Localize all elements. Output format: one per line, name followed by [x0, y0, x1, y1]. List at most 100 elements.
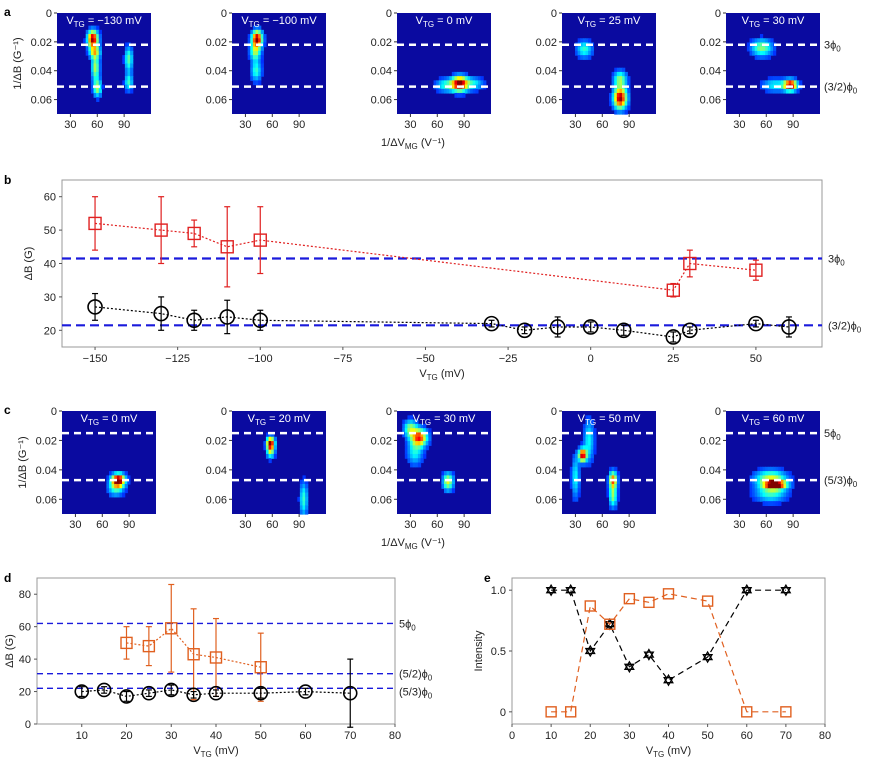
heatmap-cell	[404, 432, 409, 438]
heatmap-background	[232, 411, 326, 514]
heatmap-cell	[407, 445, 411, 451]
heatmap-cell	[616, 109, 621, 115]
heatmap-cell	[451, 76, 456, 81]
x-tick-label: 70	[780, 730, 792, 742]
heatmap-cell	[588, 458, 592, 464]
label-subscript: TG	[653, 750, 664, 759]
heatmap-cell	[410, 423, 414, 429]
heatmap-cell	[754, 55, 758, 60]
heatmap-cell	[420, 441, 424, 446]
heatmap-cell	[770, 46, 774, 52]
data-point	[187, 226, 201, 241]
heatmap-cell	[90, 38, 95, 44]
heatmap-cell	[572, 492, 576, 498]
heatmap-cell	[438, 84, 442, 90]
dash-label-2: (3/2)ϕ0	[824, 82, 858, 96]
label-subscript: TG	[249, 20, 260, 29]
heatmap-cell	[423, 423, 427, 429]
heatmap-c-4: VTG = 50 mV 0 0.02 0.04 0.06 30 60 90	[536, 406, 656, 531]
heatmap-title: VTG = −100 mV	[241, 15, 317, 29]
x-tick-label: 90	[787, 119, 799, 131]
heatmap-cell	[572, 475, 576, 481]
heatmap-cell	[773, 475, 777, 481]
heatmap-cell	[124, 479, 128, 485]
heatmap-cell	[273, 449, 277, 455]
heatmap-cell	[111, 492, 115, 498]
heatmap-cell	[93, 55, 97, 60]
heatmap-cell	[749, 492, 753, 498]
heatmap-cell	[588, 445, 592, 451]
heatmap-cell	[754, 479, 758, 485]
heatmap-cell	[791, 88, 795, 94]
y-tick-label: 0.02	[536, 435, 557, 447]
heatmap-cell	[627, 76, 631, 81]
heatmap-background	[397, 13, 491, 114]
heatmap-cell	[119, 475, 123, 481]
y-tick-label: 0	[25, 719, 31, 731]
label-segment: V	[419, 368, 427, 380]
heatmap-cell	[588, 419, 592, 425]
label-segment: (V⁻¹)	[418, 537, 445, 549]
x-tick-label: 0	[588, 353, 594, 365]
heatmap-cell	[616, 488, 621, 494]
heatmap-cell	[619, 71, 623, 77]
heatmap-cell	[111, 475, 115, 481]
heatmap-cell	[770, 88, 774, 94]
heatmap-cell	[258, 38, 262, 44]
heatmap-cell	[757, 42, 761, 48]
heatmap-cell	[622, 80, 626, 86]
heatmap-cell	[783, 475, 787, 481]
heatmap-cell	[746, 42, 751, 48]
heatmap-cell	[585, 436, 589, 442]
heatmap-cell	[611, 76, 615, 81]
heatmap-cell	[754, 471, 758, 476]
heatmap-cell	[575, 496, 579, 502]
x-tick-label: 70	[344, 730, 356, 742]
data-point	[623, 592, 636, 605]
data-point	[186, 687, 201, 703]
heatmap-cell	[765, 483, 769, 489]
heatmap-cell	[590, 445, 594, 451]
heatmap-cell	[109, 479, 113, 485]
heatmap-cell	[127, 71, 131, 77]
heatmap-cell	[616, 97, 621, 102]
heatmap-cell	[780, 84, 785, 90]
x-tick-label: 50	[702, 730, 714, 742]
y-tick-label: 0.02	[206, 37, 227, 49]
heatmap-cell	[417, 449, 422, 455]
heatmap-cell	[569, 483, 574, 489]
data-point	[662, 588, 675, 600]
heatmap-cell	[606, 488, 610, 494]
series-1-black	[545, 583, 792, 687]
heatmap-cell	[577, 483, 581, 489]
heatmap-cell	[470, 80, 474, 86]
heatmap-cell	[85, 34, 89, 39]
x-tick-label: 90	[293, 119, 305, 131]
data-point	[741, 583, 753, 594]
heatmap-cell	[260, 63, 264, 69]
heatmap-cell	[250, 38, 254, 44]
heatmap-cell	[252, 25, 257, 31]
y-tick-label: 0.06	[31, 95, 52, 107]
heatmap-cell	[93, 59, 97, 65]
heatmap-cell	[88, 50, 92, 56]
heatmap-cell	[116, 483, 121, 489]
heatmap-cell	[765, 466, 769, 472]
heatmap-cell	[247, 50, 251, 56]
label-subscript: TG	[585, 20, 596, 29]
heatmap-cell	[96, 63, 100, 69]
heatmap-cell	[470, 76, 474, 81]
heatmap-cell	[425, 445, 429, 451]
y-tick-label: 0.02	[700, 37, 721, 49]
heatmap-cell	[780, 466, 785, 472]
heatmap-cell	[611, 97, 615, 102]
y-tick-label: 0.04	[371, 465, 392, 477]
x-tick-label: 60	[760, 519, 772, 531]
series-line	[94, 222, 756, 291]
x-tick-label: 20	[120, 730, 132, 742]
heatmap-cell	[428, 441, 432, 446]
heatmap-cell	[250, 46, 254, 52]
data-point	[780, 706, 792, 718]
heatmap-cell	[124, 475, 128, 481]
x-tick-label: 30	[69, 519, 81, 531]
